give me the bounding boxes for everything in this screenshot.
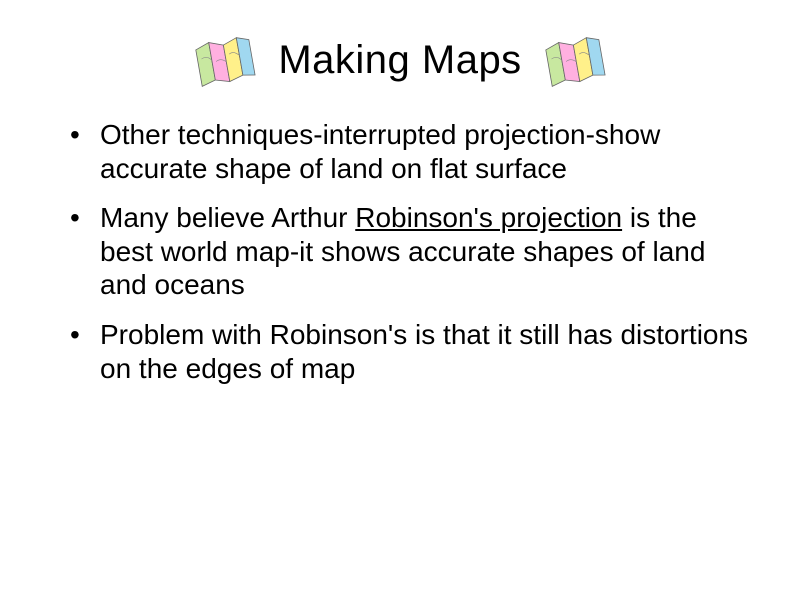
bullet-text-pre: Other techniques-interrupted projection-… bbox=[100, 119, 660, 184]
list-item: Many believe Arthur Robinson's projectio… bbox=[78, 201, 750, 302]
slide-title: Making Maps bbox=[278, 38, 521, 83]
list-item: Other techniques-interrupted projection-… bbox=[78, 118, 750, 185]
bullet-text-pre: Many believe Arthur bbox=[100, 202, 355, 233]
title-row: Making Maps bbox=[50, 30, 750, 90]
map-icon-left bbox=[190, 30, 260, 90]
bullet-list: Other techniques-interrupted projection-… bbox=[50, 118, 750, 385]
map-icon-right bbox=[540, 30, 610, 90]
list-item: Problem with Robinson's is that it still… bbox=[78, 318, 750, 385]
bullet-text-pre: Problem with Robinson's is that it still… bbox=[100, 319, 748, 384]
bullet-text-underlined: Robinson's projection bbox=[355, 202, 622, 233]
